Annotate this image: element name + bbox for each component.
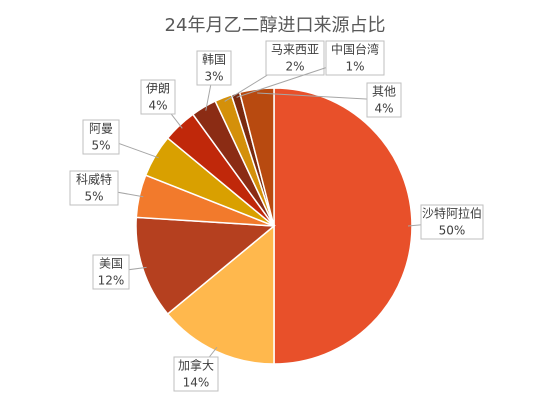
- pie-slice: [166, 224, 275, 365]
- data-label-box: [69, 170, 119, 206]
- data-label-value: 50%: [439, 224, 466, 238]
- data-label-name: 中国台湾: [331, 42, 379, 57]
- data-label-box: [265, 40, 325, 76]
- data-label-name: 韩国: [202, 52, 226, 67]
- chart-title: 24年月乙二醇进口来源占比: [165, 15, 386, 36]
- data-label-box: [420, 204, 484, 240]
- data-label-value: 4%: [374, 102, 393, 116]
- data-label-value: 5%: [84, 190, 103, 204]
- data-label-box: [173, 356, 219, 392]
- data-label-box: [325, 40, 385, 76]
- data-label-value: 4%: [148, 99, 167, 113]
- data-label-value: 14%: [183, 376, 210, 390]
- data-label-name: 伊朗: [146, 82, 170, 96]
- data-label-box: [92, 254, 130, 290]
- data-label-name: 加拿大: [178, 358, 214, 373]
- data-label-value: 5%: [91, 139, 110, 153]
- data-label-name: 美国: [99, 257, 123, 271]
- leader-line: [257, 92, 385, 101]
- data-label-box: [140, 79, 176, 115]
- data-label-value: 2%: [285, 60, 304, 74]
- data-label-box: [196, 50, 232, 86]
- data-label-name: 沙特阿拉伯: [422, 206, 482, 221]
- data-label-box: [82, 119, 120, 155]
- data-label-value: 3%: [204, 70, 223, 84]
- data-label-value: 12%: [98, 274, 125, 288]
- data-label-name: 科威特: [76, 172, 112, 187]
- data-label-name: 阿曼: [89, 122, 113, 136]
- pie-slice: [135, 216, 276, 316]
- data-label-name: 其他: [372, 85, 396, 99]
- data-label-name: 马来西亚: [271, 43, 319, 57]
- data-label-box: [366, 82, 402, 118]
- data-label-value: 1%: [345, 60, 364, 74]
